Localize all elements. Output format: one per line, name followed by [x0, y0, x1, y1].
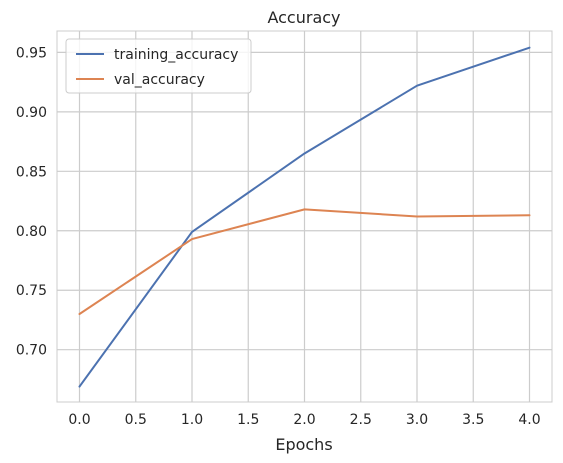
legend: training_accuracy val_accuracy — [65, 38, 252, 94]
legend-label-training-accuracy: training_accuracy — [114, 47, 238, 63]
ticks-layer: 0.0 0.5 1.0 1.5 2.0 2.5 3.0 3.5 4.0 0.70 0.75 0.80 0… — [16, 45, 541, 428]
series-layer — [78, 46, 531, 388]
y-tick-label: 0.85 — [16, 164, 47, 180]
y-tick-label: 0.95 — [16, 45, 47, 61]
x-tick-label: 0.5 — [125, 412, 147, 428]
y-tick-label: 0.90 — [16, 105, 47, 121]
x-tick-label: 2.5 — [350, 412, 372, 428]
x-tick-label: 2.0 — [293, 412, 315, 428]
series-line-val-accuracy — [78, 208, 531, 316]
y-tick-label: 0.80 — [16, 224, 47, 240]
plot-frame — [56, 30, 553, 403]
x-tick-label: 3.5 — [462, 412, 484, 428]
grid-layer — [57, 31, 552, 402]
x-tick-label: 3.0 — [406, 412, 428, 428]
series-line-training-accuracy — [78, 46, 531, 388]
chart-title: Accuracy — [267, 8, 340, 27]
legend-box — [65, 38, 252, 94]
x-tick-label: 0.0 — [68, 412, 90, 428]
y-tick-label: 0.75 — [16, 283, 47, 299]
x-tick-label: 4.0 — [518, 412, 540, 428]
x-axis-label: Epochs — [275, 435, 332, 454]
legend-label-val-accuracy: val_accuracy — [114, 72, 205, 88]
y-tick-label: 0.70 — [16, 343, 47, 359]
x-tick-label: 1.0 — [181, 412, 203, 428]
x-tick-label: 1.5 — [237, 412, 259, 428]
